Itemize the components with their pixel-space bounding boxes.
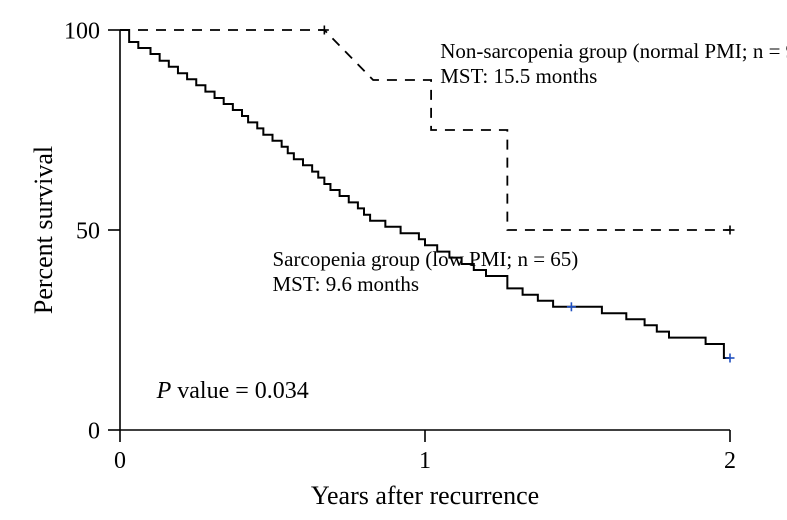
y-tick-label: 50 — [76, 218, 100, 244]
y-axis-label: Percent survival — [29, 146, 58, 314]
y-tick-label: 0 — [88, 418, 100, 444]
p-value-text: P value = 0.034 — [156, 378, 309, 404]
series-label-non-sarcopenia: Non-sarcopenia group (normal PMI; n = 9) — [440, 39, 787, 63]
series-label-sarcopenia: Sarcopenia group (low PMI; n = 65) — [273, 247, 579, 271]
series-label-non-sarcopenia: MST: 15.5 months — [440, 64, 597, 88]
x-axis-label: Years after recurrence — [311, 481, 539, 510]
survival-chart: 0 1 2 0 50 100 Years after recurrence Percent s… — [0, 0, 787, 520]
x-tick-label: 0 — [114, 448, 126, 474]
x-tick-label: 2 — [724, 448, 736, 474]
y-tick-label: 100 — [64, 18, 100, 44]
x-tick-label: 1 — [419, 448, 431, 474]
series-label-sarcopenia: MST: 9.6 months — [273, 272, 420, 296]
